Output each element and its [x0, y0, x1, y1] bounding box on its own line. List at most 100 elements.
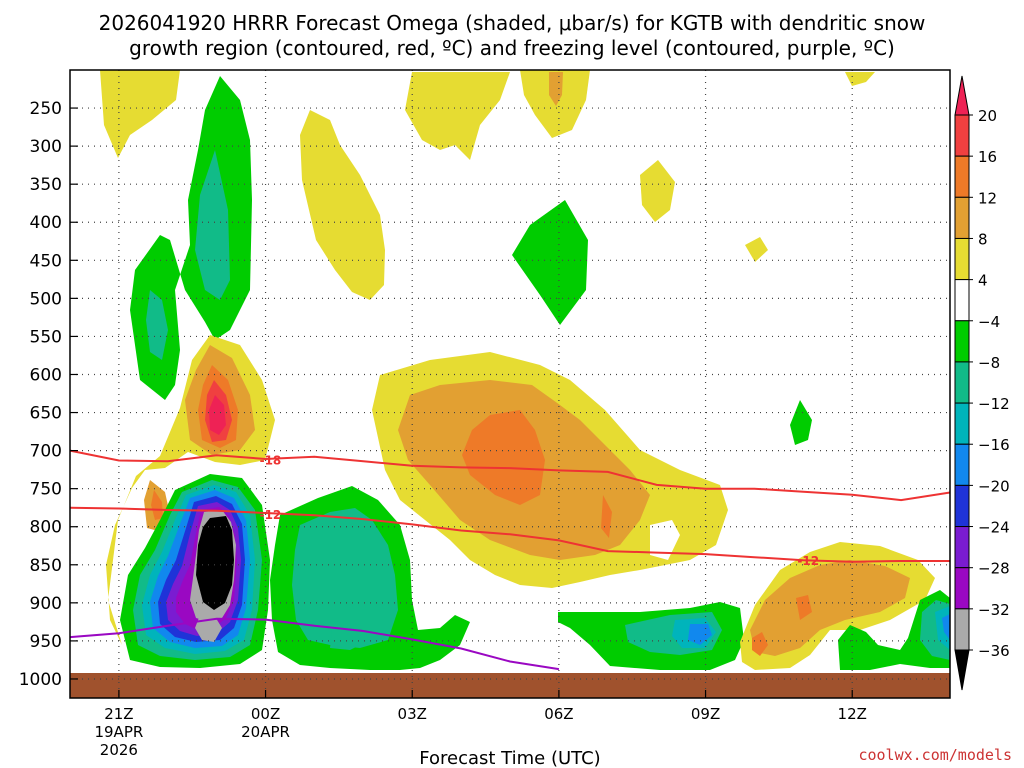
omega-dark-orange-blob [462, 410, 545, 505]
omega-teal-blob [146, 290, 168, 360]
omega-yellow-blob [845, 72, 875, 86]
colorbar-label: −16 [978, 436, 1010, 454]
omega-green-blob [790, 400, 812, 445]
x-tick-label: 00Z [251, 705, 280, 723]
omega-yellow-blob [300, 110, 385, 300]
omega-teal-blob [330, 628, 370, 650]
y-tick-label: 500 [30, 289, 62, 309]
colorbar-top-arrow [954, 75, 970, 116]
colorbar-label: −32 [978, 601, 1010, 619]
omega-yellow-blob [640, 160, 675, 222]
x-tick-label: 06Z [544, 705, 573, 723]
omega-yellow-blob [100, 70, 180, 158]
omega-teal-blob [195, 150, 230, 300]
colorbar-bottom-arrow [954, 649, 970, 691]
ascent-band-mid [372, 352, 728, 588]
ascent-band-top-left [100, 70, 875, 300]
colorbar-label: −12 [978, 395, 1010, 413]
chart-title-line2: growth region (contoured, red, ºC) and f… [129, 36, 895, 60]
colorbar-label: 12 [978, 189, 997, 207]
y-tick-label: 700 [30, 442, 62, 462]
colorbar-label: 16 [978, 148, 997, 166]
y-tick-label: 1000 [19, 670, 62, 690]
x-tick-date: 19APR [94, 723, 143, 741]
omega-white-notch [650, 520, 680, 560]
colorbar: 20 16 12 8 4 −4 −8 −12 −16 −20 −24 −28 −32 −36 [954, 75, 1010, 691]
colorbar-swatch [954, 237, 970, 281]
descent-band-upper [130, 76, 812, 445]
y-tick-label: 250 [30, 99, 62, 119]
omega-dark-orange-blob [796, 595, 812, 620]
colorbar-label: −36 [978, 642, 1010, 660]
omega-magenta-blob [209, 395, 226, 435]
omega-blue-blob [688, 624, 712, 645]
ground-layer [70, 673, 950, 698]
colorbar-swatch [954, 608, 970, 651]
contour-label: -18 [260, 454, 282, 468]
colorbar-swatch [954, 443, 970, 486]
contour-freezing-level [69, 617, 560, 671]
x-tick-label: 12Z [838, 705, 867, 723]
omega-dark-orange-blob [752, 632, 768, 656]
colorbar-label: 4 [978, 272, 988, 290]
contour-dgz-bottom [69, 506, 950, 563]
y-tick-label: 450 [30, 251, 62, 271]
y-tick-label: 600 [30, 365, 62, 385]
y-tick-label: 400 [30, 213, 62, 233]
colorbar-swatch [954, 114, 970, 157]
omega-fill [100, 70, 950, 670]
x-tick-label: 09Z [691, 705, 720, 723]
colorbar-swatch [954, 279, 970, 322]
colorbar-swatch [954, 361, 970, 404]
colorbar-label: −24 [978, 519, 1010, 537]
contour-label: -12 [797, 554, 819, 568]
colorbar-label: 20 [978, 107, 997, 125]
x-tick-date: 20APR [241, 723, 290, 741]
colorbar-swatch [954, 567, 970, 610]
contours [69, 449, 951, 671]
chart-title-line1: 2026041920 HRRR Forecast Omega (shaded, … [99, 11, 926, 35]
y-tick-label: 650 [30, 404, 62, 424]
x-axis-label: Forecast Time (UTC) [419, 748, 600, 768]
y-tick-label: 800 [30, 518, 62, 538]
omega-orange-blob [549, 72, 563, 106]
y-tick-label: 900 [30, 594, 62, 614]
contour-dgz-top [69, 449, 951, 502]
omega-black-core [196, 516, 234, 610]
credit-text: coolwx.com/models [858, 746, 1012, 764]
y-tick-label: 350 [30, 175, 62, 195]
omega-blue-blob [942, 614, 950, 640]
omega-teal-blob [292, 508, 398, 648]
omega-green-blob [838, 590, 950, 670]
contour-labels: -18 -12 -12 [260, 454, 819, 568]
plot-frame [69, 69, 951, 699]
y-tick-label: 850 [30, 556, 62, 576]
colorbar-label: −20 [978, 477, 1010, 495]
omega-orange-blob [750, 560, 910, 656]
colorbar-swatch [954, 402, 970, 445]
omega-yellow-blob [405, 72, 510, 160]
y-tick-label: 750 [30, 480, 62, 500]
omega-dark-orange-blob [601, 495, 612, 538]
colorbar-label: −28 [978, 560, 1010, 578]
omega-dark-orange-blob [151, 490, 163, 520]
colorbar-swatch [954, 155, 970, 198]
colorbar-swatch [954, 196, 970, 239]
y-tick-label: 550 [30, 327, 62, 347]
x-tick-label: 03Z [398, 705, 427, 723]
omega-yellow-blob [745, 237, 768, 262]
y-tick-label: 950 [30, 632, 62, 652]
colorbar-label: −8 [978, 354, 1000, 372]
y-axis: 250 300 350 400 450 500 550 600 650 700 750 800 850 9… [19, 99, 78, 690]
colorbar-swatch [954, 484, 970, 528]
colorbar-swatch [954, 320, 970, 363]
colorbar-label: 8 [978, 230, 988, 248]
x-tick-year: 2026 [100, 741, 138, 759]
y-tick-label: 300 [30, 137, 62, 157]
omega-green-blob [512, 200, 588, 325]
colorbar-label: −4 [978, 313, 1000, 331]
descent-band-right [558, 542, 950, 670]
x-tick-label: 21Z [104, 705, 133, 723]
